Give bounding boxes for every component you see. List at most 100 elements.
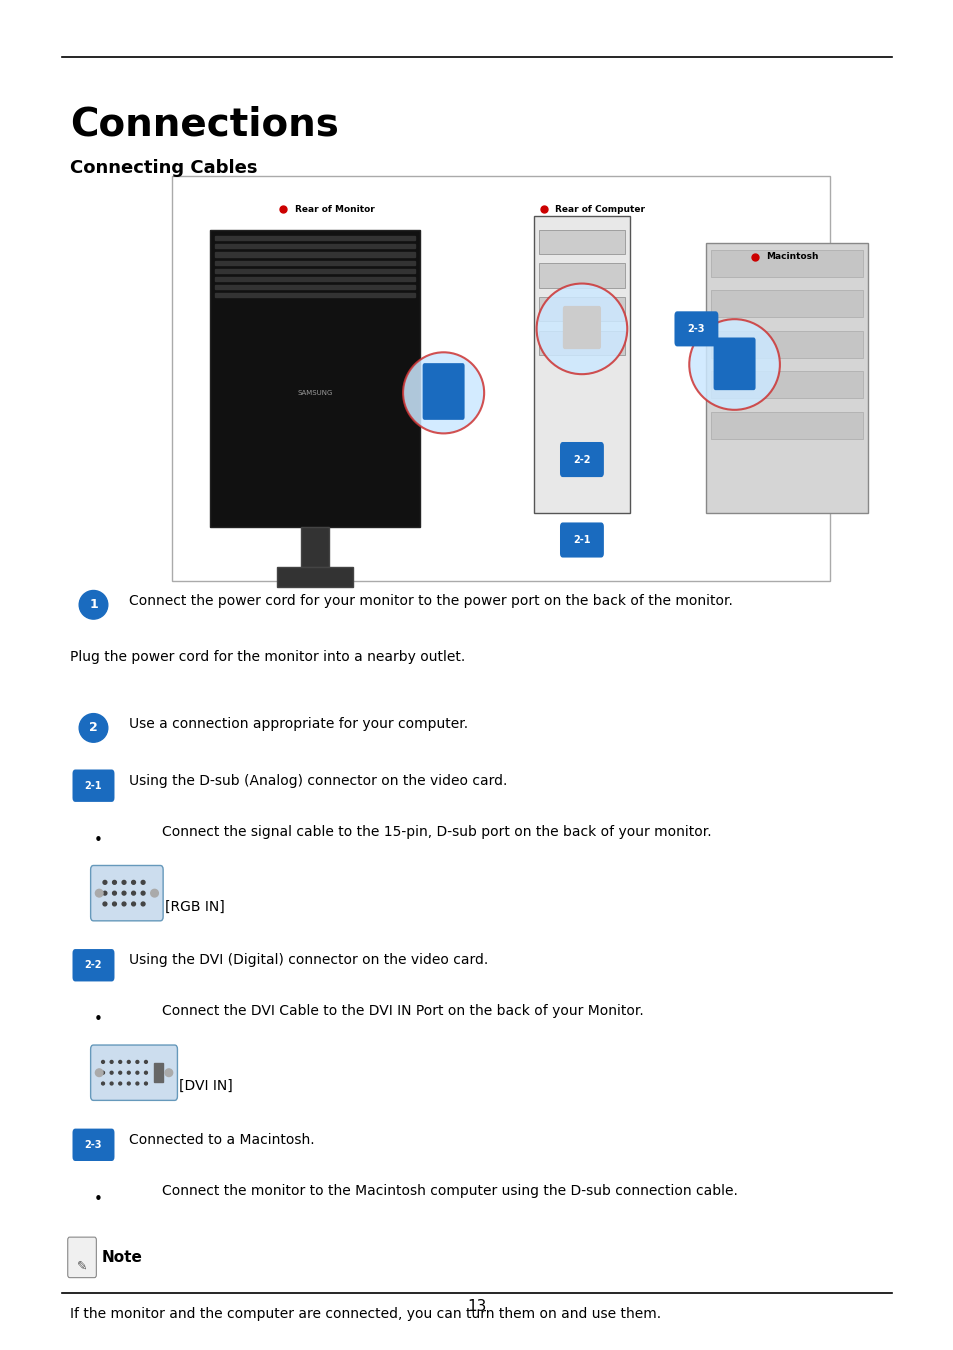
Text: 2-3: 2-3 [687,324,704,333]
FancyBboxPatch shape [72,769,114,802]
Ellipse shape [688,319,780,410]
Bar [710,412,862,439]
Ellipse shape [145,1061,147,1064]
Ellipse shape [111,1083,112,1085]
Bar [153,1064,163,1083]
Ellipse shape [111,1061,112,1064]
Ellipse shape [132,880,135,884]
Bar [538,297,624,321]
Text: Connected to a Macintosh.: Connected to a Macintosh. [129,1133,314,1146]
Text: SAMSUNG: SAMSUNG [296,390,333,396]
Ellipse shape [103,891,107,895]
Text: 2-3: 2-3 [85,1139,102,1150]
Bar [538,263,624,288]
Ellipse shape [402,352,483,433]
Text: Note: Note [102,1250,143,1265]
Ellipse shape [122,880,126,884]
Text: ✎: ✎ [76,1260,88,1273]
Ellipse shape [128,1072,130,1075]
Text: •: • [93,1192,102,1207]
Bar [214,285,415,289]
FancyBboxPatch shape [91,1045,177,1100]
Bar [210,230,419,526]
Bar [710,331,862,358]
Text: •: • [93,833,102,848]
Ellipse shape [119,1083,122,1085]
Text: 2-1: 2-1 [85,780,102,791]
Ellipse shape [119,1061,122,1064]
Ellipse shape [79,714,108,743]
FancyBboxPatch shape [91,865,163,921]
Ellipse shape [141,891,145,895]
Ellipse shape [141,902,145,906]
FancyBboxPatch shape [562,306,600,350]
Bar [214,293,415,297]
Ellipse shape [112,891,116,895]
Ellipse shape [122,902,126,906]
Text: Using the D-sub (Analog) connector on the video card.: Using the D-sub (Analog) connector on th… [129,774,507,787]
Ellipse shape [536,284,627,374]
Text: [DVI IN]: [DVI IN] [179,1079,233,1094]
Bar [172,176,829,580]
Bar [534,216,629,513]
Ellipse shape [151,890,158,896]
Text: Connecting Cables: Connecting Cables [70,159,257,177]
Ellipse shape [145,1072,147,1075]
Bar [300,526,329,567]
Ellipse shape [119,1072,122,1075]
FancyBboxPatch shape [68,1237,96,1277]
Bar [538,230,624,254]
Text: 2-2: 2-2 [573,455,590,464]
Ellipse shape [141,880,145,884]
Ellipse shape [102,1083,105,1085]
Ellipse shape [102,1072,105,1075]
FancyBboxPatch shape [674,312,718,347]
Text: 2: 2 [89,721,98,734]
FancyBboxPatch shape [559,522,603,558]
Ellipse shape [135,1072,139,1075]
Ellipse shape [132,891,135,895]
Bar [214,236,415,240]
Text: Use a connection appropriate for your computer.: Use a connection appropriate for your co… [129,717,467,732]
Ellipse shape [112,880,116,884]
Text: If the monitor and the computer are connected, you can turn them on and use them: If the monitor and the computer are conn… [70,1307,660,1322]
Ellipse shape [128,1083,130,1085]
Ellipse shape [128,1061,130,1064]
Ellipse shape [135,1083,139,1085]
Ellipse shape [122,891,126,895]
Text: Plug the power cord for the monitor into a nearby outlet.: Plug the power cord for the monitor into… [70,651,464,664]
Bar [710,371,862,398]
Ellipse shape [79,590,108,620]
Text: 2-2: 2-2 [85,960,102,971]
Bar [710,250,862,277]
FancyBboxPatch shape [422,363,464,420]
Bar [276,567,353,587]
Bar [538,331,624,355]
Text: Connect the signal cable to the 15-pin, D-sub port on the back of your monitor.: Connect the signal cable to the 15-pin, … [162,825,711,838]
Bar [214,244,415,248]
Ellipse shape [103,880,107,884]
Text: Connect the monitor to the Macintosh computer using the D-sub connection cable.: Connect the monitor to the Macintosh com… [162,1184,738,1197]
Text: •: • [93,1012,102,1027]
Text: Using the DVI (Digital) connector on the video card.: Using the DVI (Digital) connector on the… [129,953,488,967]
Ellipse shape [112,902,116,906]
Bar [705,243,867,513]
Text: 2-1: 2-1 [573,535,590,545]
Text: Connect the DVI Cable to the DVI IN Port on the back of your Monitor.: Connect the DVI Cable to the DVI IN Port… [162,1004,643,1018]
Ellipse shape [135,1061,139,1064]
Bar [214,252,415,256]
Text: Macintosh: Macintosh [765,252,818,261]
FancyBboxPatch shape [72,1129,114,1161]
Ellipse shape [111,1072,112,1075]
Bar [710,290,862,317]
Bar [214,269,415,273]
FancyBboxPatch shape [72,949,114,981]
FancyBboxPatch shape [559,441,603,477]
Text: Connect the power cord for your monitor to the power port on the back of the mon: Connect the power cord for your monitor … [129,594,732,608]
Text: Connections: Connections [70,105,338,143]
FancyBboxPatch shape [713,338,755,390]
Ellipse shape [95,890,103,896]
Ellipse shape [165,1069,172,1076]
Ellipse shape [95,1069,103,1076]
Text: Rear of Monitor: Rear of Monitor [294,205,375,213]
